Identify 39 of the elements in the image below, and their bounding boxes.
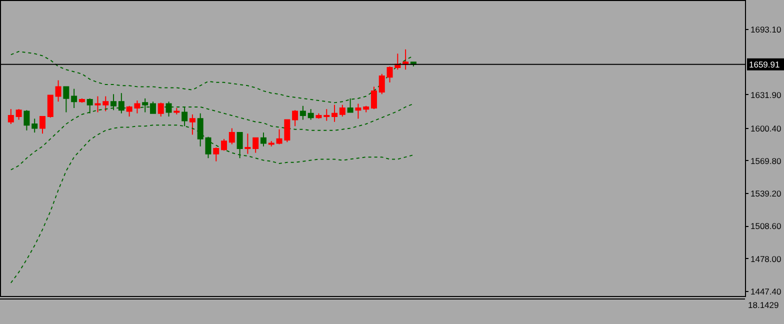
y-tick-label: 1447.40: [750, 286, 782, 296]
y-tick-label: 1539.20: [750, 188, 782, 199]
candlestick: [16, 108, 22, 120]
candlestick: [332, 104, 338, 122]
candlestick: [8, 108, 14, 125]
candlestick: [355, 103, 362, 120]
text: 18.1429: [748, 300, 779, 310]
candlestick: [189, 114, 196, 136]
candlestick: [158, 102, 164, 118]
candlestick: [24, 110, 30, 131]
candlestick: [308, 108, 314, 120]
candlestick: [228, 128, 235, 145]
candlestick: [55, 80, 62, 102]
y-tick-label: 1631.90: [750, 90, 782, 100]
candlestick: [102, 96, 109, 112]
candlestick: [39, 116, 46, 134]
ref-line-label: 1659.91: [749, 59, 780, 70]
candlestick: [94, 96, 101, 113]
candlestick: [32, 118, 38, 134]
y-tick-label: 1508.60: [750, 221, 782, 232]
candlestick: [221, 138, 228, 152]
candlestick: [213, 146, 220, 162]
candlestick: [244, 133, 251, 154]
candlestick: [370, 86, 377, 110]
candlestick: [252, 137, 259, 154]
candlestick: [260, 132, 266, 147]
y-tick-label: 1478.00: [750, 254, 782, 264]
candlestick: [378, 73, 385, 95]
y-tick-label: 1693.10: [750, 24, 782, 35]
candlestick: [292, 110, 298, 127]
y-tick-label: 1569.80: [750, 156, 782, 166]
y-tick-label: 1600.40: [750, 123, 782, 134]
candlestick: [63, 86, 70, 113]
candlestick: [339, 104, 346, 118]
candlestick: [324, 108, 330, 122]
candlestick: [300, 105, 306, 120]
candlestick: [71, 88, 78, 109]
candlestick: [236, 132, 243, 159]
candlestick: [47, 94, 54, 118]
